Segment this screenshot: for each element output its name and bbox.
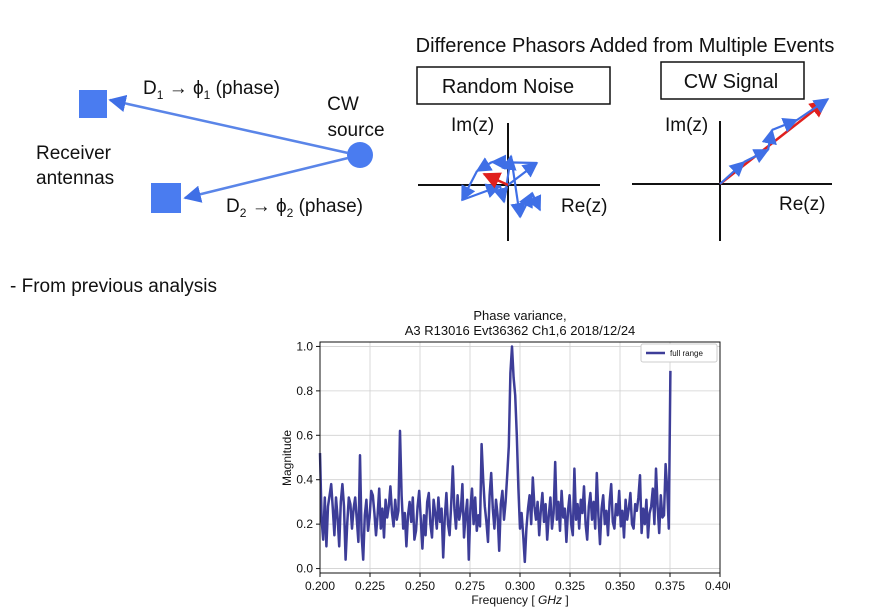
receiver-label-1: Receiver <box>36 143 112 164</box>
cw-im-label: Im(z) <box>665 115 708 136</box>
x-tick-label: 0.375 <box>655 579 685 593</box>
legend: full range <box>640 343 718 363</box>
x-tick-label: 0.250 <box>405 579 435 593</box>
y-tick-label: 0.6 <box>296 428 313 442</box>
series-line-full-range <box>318 345 672 564</box>
phase-variance-chart: Phase variance, A3 R13016 Evt36362 Ch1,6… <box>280 308 730 607</box>
phasor-diagram: Difference Phasors Added from Multiple E… <box>36 35 835 241</box>
cw-source-dot <box>347 142 373 168</box>
cw-signal-box <box>660 61 805 100</box>
random-noise-box <box>416 66 611 105</box>
previous-analysis-note: - From previous analysis <box>10 276 217 297</box>
x-tick-label: 0.325 <box>555 579 585 593</box>
axis-ticks: 0.200 0.225 0.250 0.275 0.300 0.325 0.350 0.375… <box>296 339 730 593</box>
y-tick-label: 0.8 <box>296 384 313 398</box>
y-tick-label: 0.4 <box>296 473 313 487</box>
ray-d1 <box>108 94 349 155</box>
random-noise-label: Random Noise <box>442 76 574 98</box>
cw-re-label: Re(z) <box>779 194 825 215</box>
x-tick-label: 0.400 <box>705 579 730 593</box>
noise-phasors <box>461 154 542 219</box>
diagram-title: Difference Phasors Added from Multiple E… <box>416 35 835 57</box>
legend-label: full range <box>670 349 703 358</box>
receiver-label-2: antennas <box>36 168 114 189</box>
x-tick-label: 0.200 <box>305 579 335 593</box>
cw-phasors <box>719 98 830 185</box>
d1-label: D1 → ϕ1 (phase) <box>143 78 280 102</box>
grid <box>319 342 721 573</box>
noise-result-phasor <box>482 172 509 189</box>
noise-re-label: Re(z) <box>561 196 607 217</box>
x-tick-label: 0.300 <box>505 579 535 593</box>
x-tick-label: 0.350 <box>605 579 635 593</box>
chart-title: Phase variance, <box>473 308 566 323</box>
chart-subtitle: A3 R13016 Evt36362 Ch1,6 2018/12/24 <box>405 323 636 338</box>
antenna-2 <box>151 183 181 213</box>
x-axis-label: Frequency [ GHz ] <box>471 593 568 607</box>
x-tick-label: 0.275 <box>455 579 485 593</box>
y-tick-label: 0.2 <box>296 517 313 531</box>
cw-signal-label: CW Signal <box>684 71 778 93</box>
ray-d2 <box>183 156 349 203</box>
x-tick-label: 0.225 <box>355 579 385 593</box>
cw-source-label-2: source <box>327 120 384 141</box>
cw-source-label-1: CW <box>327 94 359 115</box>
y-tick-label: 0.0 <box>296 562 313 576</box>
y-axis-label: Magnitude <box>280 430 294 486</box>
y-tick-label: 1.0 <box>296 339 313 353</box>
noise-im-label: Im(z) <box>451 115 494 136</box>
d2-label: D2 → ϕ2 (phase) <box>226 196 363 220</box>
cw-result-phasor <box>719 99 828 185</box>
antenna-1 <box>79 90 107 118</box>
